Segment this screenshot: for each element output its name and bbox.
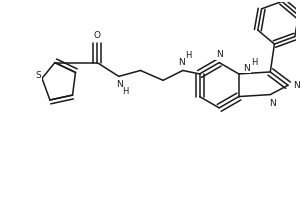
Text: S: S	[35, 71, 41, 80]
Text: N: N	[116, 80, 123, 89]
Text: H: H	[251, 58, 258, 67]
Text: N: N	[178, 58, 185, 67]
Text: H: H	[122, 87, 129, 96]
Text: H: H	[185, 51, 192, 60]
Text: N: N	[293, 81, 300, 90]
Text: N: N	[269, 99, 276, 108]
Text: O: O	[94, 31, 101, 40]
Text: N: N	[243, 64, 250, 73]
Text: N: N	[216, 50, 223, 59]
